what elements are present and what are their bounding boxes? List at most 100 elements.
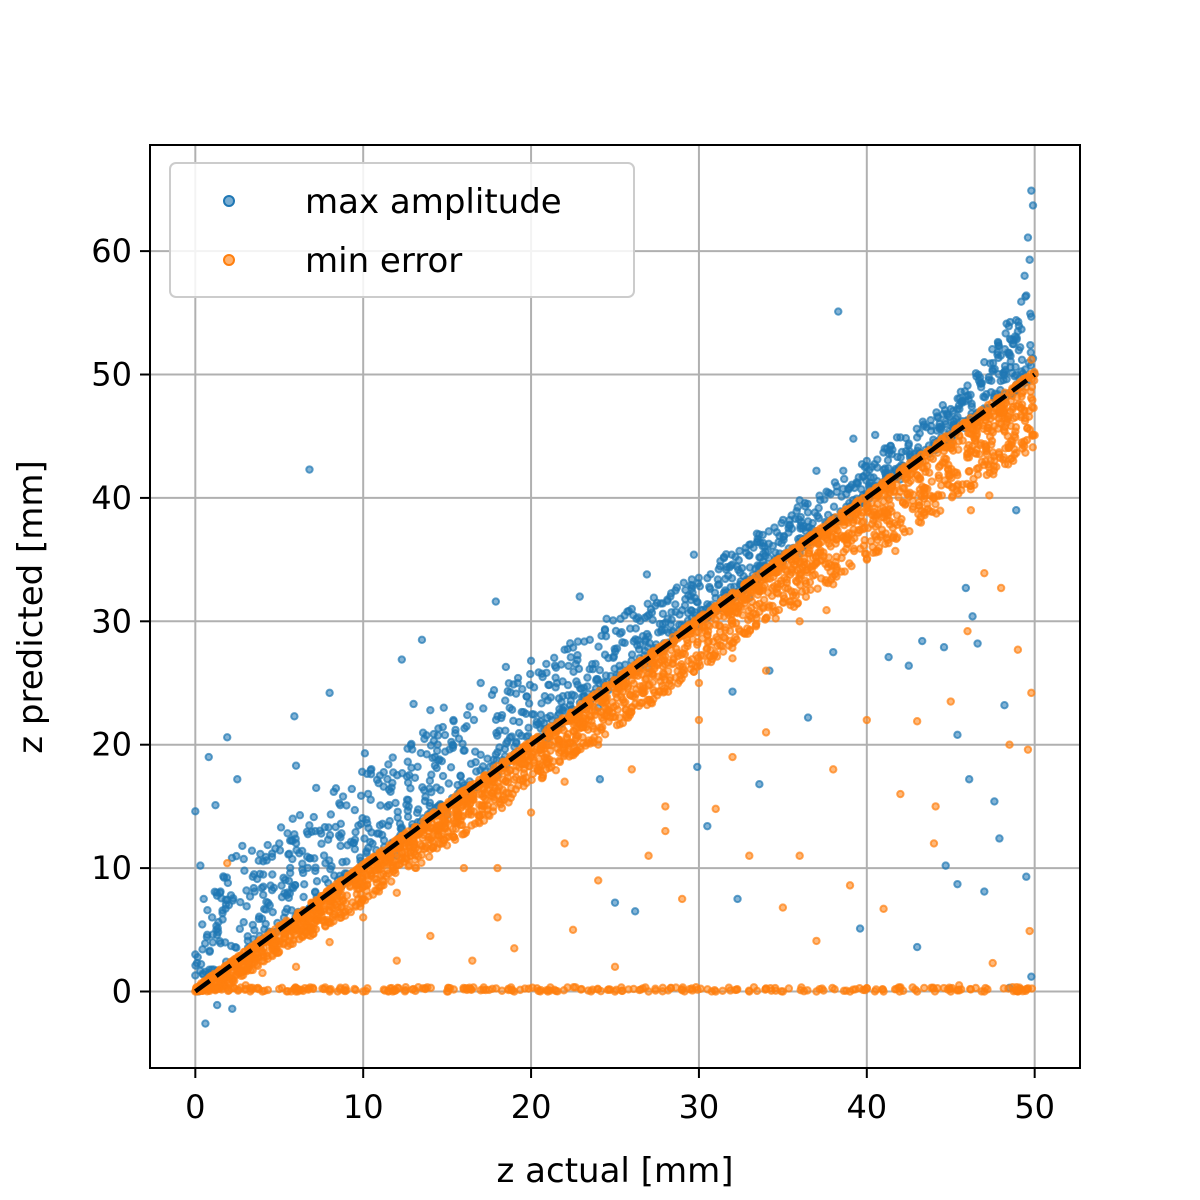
data-point [337,829,346,838]
data-point [764,603,773,612]
data-point [196,861,205,870]
y-axis-label: z predicted [mm] [11,460,51,754]
data-point [671,673,680,682]
data-point [325,856,334,865]
data-point [541,765,551,774]
data-point [627,765,636,774]
data-point [693,762,702,772]
data-point [986,387,996,397]
data-point [705,582,714,592]
data-point [263,898,273,908]
data-point [458,830,467,839]
data-point [993,348,1002,357]
data-point [223,858,232,868]
data-point [666,620,676,629]
data-point [191,971,200,980]
data-point [907,469,916,478]
data-point [795,851,804,860]
data-point [923,499,932,509]
data-point [721,565,731,574]
identity-reference-line [193,372,1037,994]
data-point [240,866,249,875]
data-point [331,822,340,832]
data-point [973,470,983,479]
data-point [533,765,543,775]
data-point [480,789,490,798]
data-point [359,894,368,903]
data-point [778,515,788,525]
data-point [891,546,900,556]
data-point [393,807,402,816]
data-point [483,805,492,814]
data-point [311,783,321,793]
data-point [963,381,972,390]
data-point [1028,430,1038,440]
data-point [211,800,220,810]
data-point [544,740,554,749]
data-point [967,399,976,408]
data-point [882,444,892,453]
legend-marker-max-amplitude [223,195,235,207]
y-tick-label: 30 [91,602,132,640]
data-point [828,572,837,581]
data-point [469,715,479,725]
data-point [379,782,388,791]
data-point [207,913,217,922]
data-point [795,570,804,579]
data-point [351,901,360,910]
data-point [216,887,225,896]
data-point [243,964,252,973]
y-tick-label: 20 [91,726,132,764]
data-point [747,613,756,622]
data-point [214,917,223,927]
data-point [471,757,480,767]
data-point [795,617,804,626]
data-point [831,524,841,534]
data-point [775,531,784,541]
y-tick-label: 60 [91,232,132,270]
data-point [572,733,581,743]
data-point [388,867,398,876]
data-point [560,839,569,848]
data-point [222,873,232,882]
data-point [593,675,602,684]
data-point [595,666,605,675]
data-point [475,812,484,821]
data-point [484,776,494,785]
data-point [1022,382,1031,392]
data-point [442,987,452,996]
data-point [404,862,413,871]
data-point [882,516,892,525]
data-point [634,701,644,711]
data-point [808,561,818,570]
data-point [884,652,893,662]
data-point [370,874,380,883]
data-point [671,600,680,609]
data-point [399,835,408,844]
data-point [201,1019,210,1028]
data-point [460,724,469,733]
data-point [665,680,674,689]
data-point [1022,872,1031,881]
x-tick-label: 50 [1014,1088,1055,1126]
data-point [881,539,890,549]
data-point [867,462,877,472]
data-point [350,805,360,815]
data-point [929,493,939,503]
data-point [551,663,561,672]
data-point [1006,363,1015,372]
data-point [981,416,990,425]
data-point [351,827,360,837]
data-point [929,839,939,848]
data-point [471,747,480,756]
data-point [861,504,871,513]
data-point [208,938,217,947]
data-point [793,599,802,609]
data-point [342,986,351,995]
data-point [953,730,962,740]
data-point [716,556,725,566]
data-point [714,580,724,589]
data-point [543,696,553,705]
data-point [224,986,234,995]
